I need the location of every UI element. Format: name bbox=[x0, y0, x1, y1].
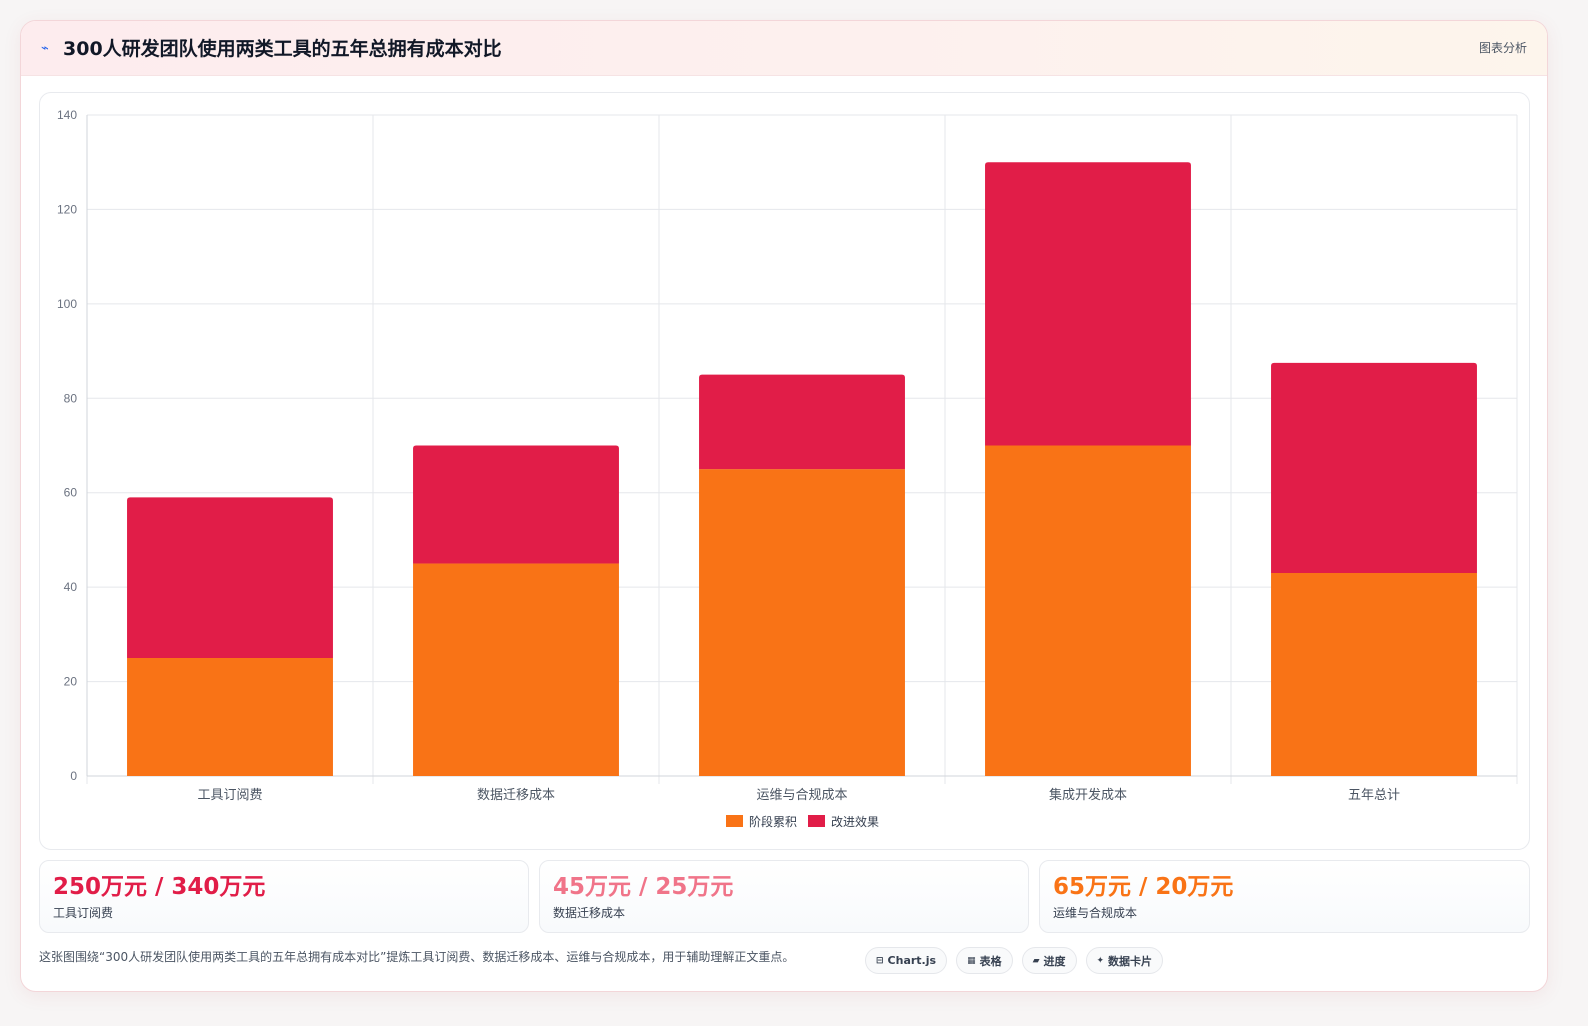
bar-improve bbox=[127, 497, 333, 658]
stat-card-1: 250万元 / 340万元 工具订阅费 bbox=[39, 860, 529, 933]
bar-stage bbox=[985, 445, 1191, 776]
chip-table[interactable]: ▦ 表格 bbox=[956, 947, 1013, 974]
y-tick-label: 20 bbox=[64, 675, 78, 689]
stat-label: 运维与合规成本 bbox=[1053, 906, 1138, 920]
x-tick-label: 数据迁移成本 bbox=[477, 787, 555, 802]
chart-title: 300人研发团队使用两类工具的五年总拥有成本对比 bbox=[63, 38, 502, 60]
progress-icon: ▰ bbox=[1032, 955, 1040, 966]
y-tick-label: 100 bbox=[57, 297, 77, 311]
chart-icon: ⊟ bbox=[876, 955, 884, 966]
x-tick-label: 集成开发成本 bbox=[1049, 787, 1127, 802]
y-tick-label: 80 bbox=[64, 391, 78, 405]
y-tick-label: 140 bbox=[57, 108, 77, 122]
x-tick-label: 运维与合规成本 bbox=[756, 787, 847, 802]
chart-line-icon: ⌁ bbox=[41, 41, 49, 56]
chip-progress[interactable]: ▰ 进度 bbox=[1021, 947, 1077, 974]
stat-label: 数据迁移成本 bbox=[553, 906, 626, 920]
chip-label: 进度 bbox=[1043, 954, 1066, 968]
bar-improve bbox=[699, 374, 905, 470]
header-tag: 图表分析 bbox=[1478, 41, 1527, 55]
legend-swatch bbox=[808, 815, 825, 827]
stat-label: 工具订阅费 bbox=[53, 906, 114, 920]
stat-value: 250万元 / 340万元 bbox=[53, 874, 266, 900]
bar-improve bbox=[413, 445, 619, 564]
y-tick-label: 60 bbox=[64, 486, 78, 500]
chip-label: Chart.js bbox=[887, 954, 937, 967]
bar-stage bbox=[413, 563, 619, 776]
stat-value: 65万元 / 20万元 bbox=[1053, 874, 1234, 900]
chart-description: 这张图围绕“300人研发团队使用两类工具的五年总拥有成本对比”提炼工具订阅费、数… bbox=[39, 950, 795, 964]
legend-label: 改进效果 bbox=[831, 814, 879, 829]
feature-chips: ⊟ Chart.js ▦ 表格 ▰ 进度 ✦ 数据卡片 bbox=[865, 947, 1164, 974]
y-tick-label: 40 bbox=[64, 580, 78, 594]
stat-value: 45万元 / 25万元 bbox=[553, 874, 734, 900]
chart-area: 0 20 40 60 80 100 120 140 工具订阅费 数据迁移成本 运维与合规成本 集成开发… bbox=[39, 92, 1530, 850]
x-tick-label: 五年总计 bbox=[1348, 787, 1400, 802]
sparkle-icon: ✦ bbox=[1096, 955, 1105, 966]
chip-data-card[interactable]: ✦ 数据卡片 bbox=[1085, 947, 1164, 974]
stacked-bar-chart: 0 20 40 60 80 100 120 140 工具订阅费 数据迁移成本 运维与合规成本 集成开发… bbox=[57, 108, 1518, 829]
bar-improve bbox=[985, 162, 1191, 446]
x-tick-label: 工具订阅费 bbox=[197, 787, 262, 802]
stat-card-3: 65万元 / 20万元 运维与合规成本 bbox=[1039, 860, 1530, 933]
bar-stage bbox=[1271, 572, 1477, 776]
bar-stage bbox=[699, 469, 905, 776]
chip-label: 数据卡片 bbox=[1108, 954, 1153, 968]
chip-label: 表格 bbox=[979, 954, 1002, 968]
chip-chartjs[interactable]: ⊟ Chart.js bbox=[865, 947, 948, 974]
legend-swatch bbox=[726, 815, 743, 827]
chart-card: ⌁ 300人研发团队使用两类工具的五年总拥有成本对比 图表分析 0 20 40 60 8… bbox=[20, 20, 1548, 992]
stat-card-2: 45万元 / 25万元 数据迁移成本 bbox=[539, 860, 1029, 933]
bar-improve bbox=[1271, 362, 1477, 573]
table-icon: ▦ bbox=[967, 955, 976, 966]
bar-stage bbox=[127, 657, 333, 776]
card-header: ⌁ 300人研发团队使用两类工具的五年总拥有成本对比 图表分析 bbox=[21, 21, 1547, 76]
y-tick-label: 120 bbox=[57, 202, 77, 216]
y-tick-label: 0 bbox=[70, 769, 77, 783]
legend-label: 阶段累积 bbox=[749, 814, 797, 829]
